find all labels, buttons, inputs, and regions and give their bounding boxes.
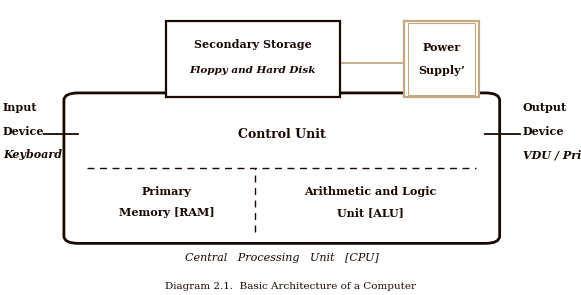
- Text: Secondary Storage: Secondary Storage: [194, 39, 311, 50]
- FancyBboxPatch shape: [64, 93, 500, 243]
- Text: Input: Input: [3, 102, 37, 113]
- Bar: [408, 23, 475, 95]
- Text: Power: Power: [422, 42, 461, 53]
- Text: Supply’: Supply’: [418, 65, 465, 76]
- Text: Memory [RAM]: Memory [RAM]: [119, 207, 215, 218]
- Text: Keyboard: Keyboard: [3, 149, 62, 160]
- Text: Output: Output: [523, 102, 567, 113]
- Text: Device: Device: [3, 126, 44, 137]
- Text: Device: Device: [523, 126, 564, 137]
- Text: Control Unit: Control Unit: [238, 128, 326, 141]
- Text: VDU / Printer: VDU / Printer: [523, 149, 581, 160]
- Text: Diagram 2.1.  Basic Architecture of a Computer: Diagram 2.1. Basic Architecture of a Com…: [165, 282, 416, 291]
- Bar: [404, 21, 479, 97]
- Text: Central   Processing   Unit   [CPU]: Central Processing Unit [CPU]: [185, 253, 379, 263]
- Text: Floppy and Hard Disk: Floppy and Hard Disk: [189, 66, 316, 75]
- Text: Primary: Primary: [142, 186, 192, 197]
- Text: Arithmetic and Logic: Arithmetic and Logic: [304, 186, 436, 197]
- Text: Unit [ALU]: Unit [ALU]: [337, 207, 404, 218]
- Bar: [166, 21, 340, 97]
